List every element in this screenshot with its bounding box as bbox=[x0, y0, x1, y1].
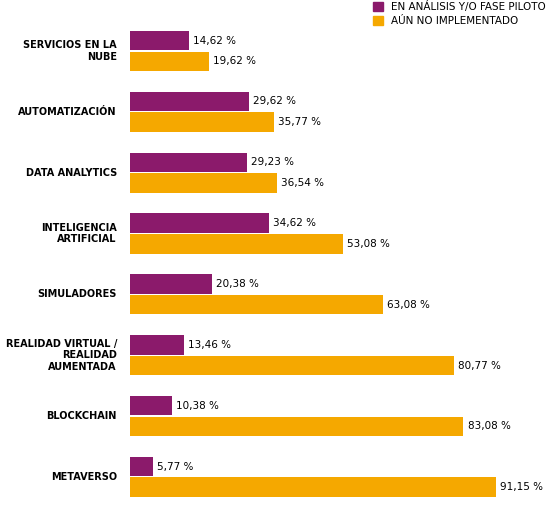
Text: 63,08 %: 63,08 % bbox=[387, 300, 430, 310]
Bar bbox=[130, 112, 273, 132]
Text: 20,38 %: 20,38 % bbox=[216, 279, 259, 289]
Bar bbox=[130, 396, 172, 415]
Bar bbox=[130, 51, 209, 71]
Text: 29,62 %: 29,62 % bbox=[253, 97, 296, 107]
Bar bbox=[130, 274, 212, 293]
Text: 14,62 %: 14,62 % bbox=[193, 36, 236, 46]
Bar bbox=[130, 234, 343, 254]
Bar bbox=[130, 173, 277, 193]
Text: 35,77 %: 35,77 % bbox=[278, 117, 321, 127]
Legend: EN ANÁLISIS Y/O FASE PILOTO, AÚN NO IMPLEMENTADO: EN ANÁLISIS Y/O FASE PILOTO, AÚN NO IMPL… bbox=[373, 1, 546, 26]
Bar bbox=[130, 214, 269, 233]
Bar bbox=[130, 153, 247, 172]
Bar bbox=[130, 356, 454, 375]
Bar bbox=[130, 31, 189, 50]
Bar bbox=[130, 417, 463, 436]
Text: 19,62 %: 19,62 % bbox=[213, 56, 256, 66]
Text: 5,77 %: 5,77 % bbox=[157, 461, 194, 471]
Text: 83,08 %: 83,08 % bbox=[467, 422, 510, 432]
Text: 91,15 %: 91,15 % bbox=[500, 482, 543, 492]
Text: 29,23 %: 29,23 % bbox=[251, 158, 295, 167]
Bar bbox=[130, 92, 249, 111]
Text: 36,54 %: 36,54 % bbox=[281, 178, 324, 188]
Bar bbox=[130, 477, 496, 497]
Text: 53,08 %: 53,08 % bbox=[347, 239, 390, 249]
Text: 80,77 %: 80,77 % bbox=[458, 361, 501, 371]
Bar bbox=[130, 295, 383, 314]
Text: 34,62 %: 34,62 % bbox=[273, 218, 316, 228]
Text: 10,38 %: 10,38 % bbox=[176, 401, 219, 411]
Bar bbox=[130, 457, 153, 476]
Text: 13,46 %: 13,46 % bbox=[188, 340, 231, 350]
Bar bbox=[130, 335, 184, 354]
